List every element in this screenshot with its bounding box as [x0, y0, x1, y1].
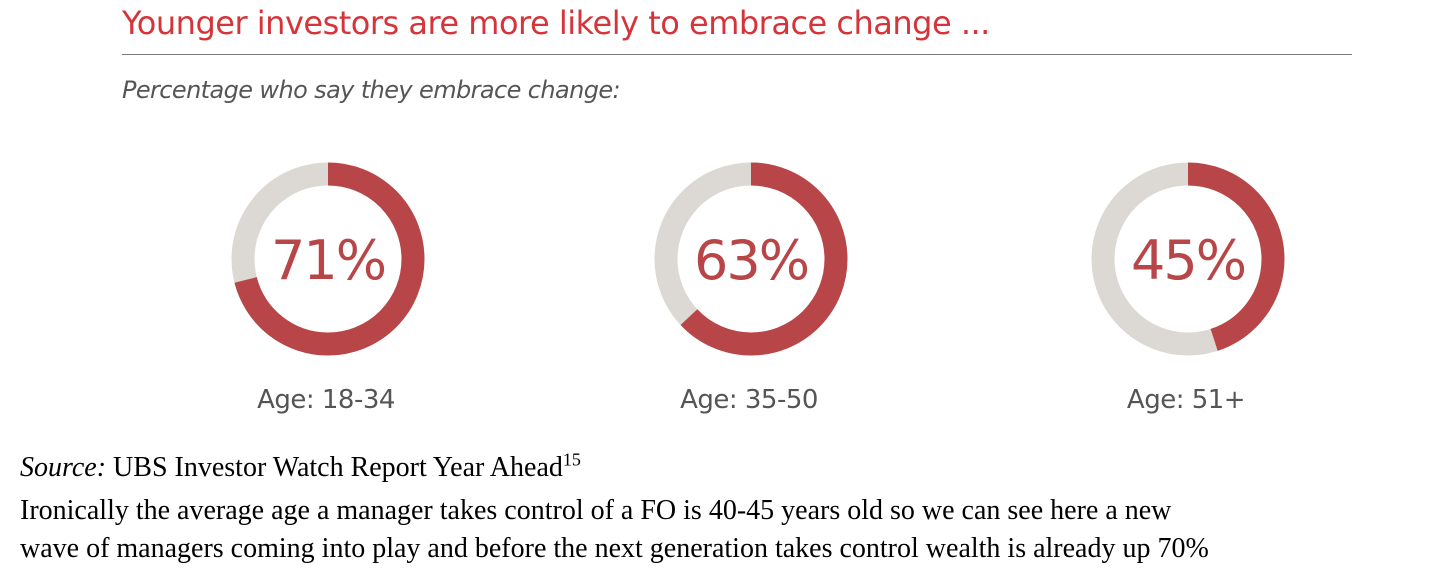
donut-chart-area: 71% Age: 18-34 63% Age: 35-50 45% Age: 51+: [231, 162, 1285, 415]
donut-category-label: Age: 35-50: [680, 385, 818, 415]
donut-value-label: 63%: [694, 229, 808, 292]
donut-value-arc: [231, 162, 425, 356]
title-divider: [122, 54, 1352, 55]
donut-value-arc: [654, 162, 848, 356]
source-caption: Source: UBS Investor Watch Report Year A…: [20, 449, 581, 484]
chart-title: Younger investors are more likely to emb…: [122, 4, 990, 42]
body-line-2: wave of managers coming into play and be…: [20, 533, 1209, 564]
body-paragraph: Ironically the average age a manager tak…: [20, 492, 1450, 568]
source-prefix: Source:: [20, 452, 107, 483]
donut-category-label: Age: 51+: [1127, 385, 1245, 415]
donut-value-label: 45%: [1131, 229, 1245, 292]
donut-value-arc: [1091, 162, 1285, 356]
donut-value-label: 71%: [271, 229, 385, 292]
source-text: UBS Investor Watch Report Year Ahead: [106, 452, 563, 483]
source-footnote: 15: [562, 449, 581, 470]
donut-category-label: Age: 18-34: [257, 385, 395, 415]
donut-3: 45% Age: 51+: [1091, 162, 1285, 415]
donut-2: 63% Age: 35-50: [654, 162, 848, 415]
body-line-1: Ironically the average age a manager tak…: [20, 495, 1172, 526]
donut-1: 71% Age: 18-34: [231, 162, 425, 415]
chart-subtitle: Percentage who say they embrace change:: [122, 76, 621, 104]
